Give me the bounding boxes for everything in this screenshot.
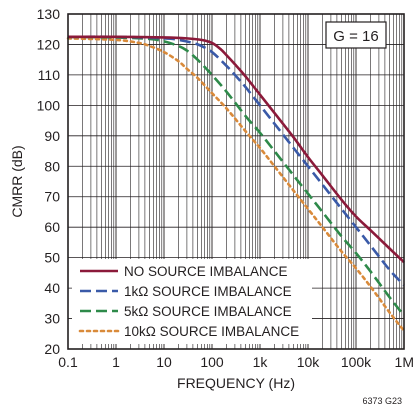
- series-line: [67, 35, 406, 317]
- gain-annotation: G = 16: [325, 21, 387, 49]
- y-tick-label: 60: [44, 219, 60, 235]
- x-tick-label: 1M: [395, 354, 414, 370]
- y-tick-label: 130: [37, 6, 61, 22]
- y-tick-label: 50: [44, 250, 60, 266]
- series-line: [67, 35, 405, 264]
- plot-frame: [67, 13, 405, 350]
- y-tick-label: 100: [37, 97, 61, 113]
- y-tick-label: 90: [44, 128, 60, 144]
- legend-label: 10kΩ SOURCE IMBALANCE: [124, 324, 299, 339]
- legend-background: [72, 259, 312, 344]
- y-axis-label: CMRR (dB): [9, 145, 25, 217]
- y-tick-label: 30: [44, 311, 60, 327]
- y-tick-label: 120: [37, 36, 61, 52]
- gain-annotation-text: G = 16: [333, 28, 378, 45]
- x-tick-label: 100: [200, 354, 224, 370]
- x-axis-label: FREQUENCY (Hz): [177, 375, 295, 391]
- x-tick-label: 1k: [253, 354, 269, 370]
- y-tick-label: 20: [44, 341, 60, 357]
- y-tick-label: 110: [38, 67, 61, 83]
- series-lines: [66, 35, 406, 333]
- x-tick-label: 100k: [341, 354, 372, 370]
- legend-label: 5kΩ SOURCE IMBALANCE: [124, 304, 292, 319]
- legend: NO SOURCE IMBALANCE 1kΩ SOURCE IMBALANCE 5…: [72, 259, 312, 344]
- y-tick-label: 40: [44, 280, 60, 296]
- x-tick-label: 10k: [297, 354, 321, 370]
- series-line: [66, 37, 406, 333]
- x-tick-label: 10: [156, 354, 172, 370]
- legend-label: NO SOURCE IMBALANCE: [124, 264, 288, 279]
- y-tick-label: 70: [44, 189, 60, 205]
- figure-id: 6373 G23: [362, 396, 402, 406]
- x-tick-label: 1: [112, 354, 120, 370]
- x-tick-label: 0.1: [58, 354, 78, 370]
- y-tick-label: 80: [44, 158, 60, 174]
- series-line: [67, 35, 405, 286]
- legend-label: 1kΩ SOURCE IMBALANCE: [124, 284, 292, 299]
